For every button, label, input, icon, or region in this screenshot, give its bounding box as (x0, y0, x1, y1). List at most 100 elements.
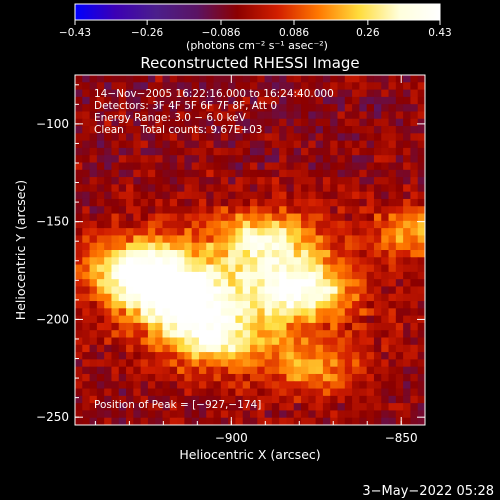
heatmap-cell (206, 257, 215, 266)
heatmap-cell (242, 410, 251, 419)
heatmap-cell (250, 169, 258, 178)
heatmap-cell (315, 366, 324, 375)
heatmap-cell (308, 220, 317, 229)
heatmap-cell (352, 257, 360, 266)
heatmap-cell (301, 293, 309, 302)
heatmap-cell (257, 162, 266, 171)
heatmap-cell (220, 315, 229, 324)
heatmap-cell (352, 264, 360, 273)
heatmap-cell (133, 126, 142, 134)
heatmap-cell (352, 395, 360, 404)
heatmap-cell (330, 359, 339, 368)
heatmap-cell (322, 235, 331, 244)
heatmap-cell (126, 344, 134, 353)
heatmap-cell (264, 213, 273, 222)
heatmap-cell (373, 133, 382, 142)
heatmap-cell (373, 286, 382, 295)
heatmap-cell (322, 279, 331, 288)
heatmap-cell (279, 359, 288, 368)
heatmap-cell (111, 366, 120, 375)
heatmap-cell (162, 191, 171, 200)
heatmap-cell (366, 89, 375, 98)
heatmap-cell (147, 104, 156, 113)
heatmap-cell (286, 184, 295, 193)
heatmap-cell (140, 293, 149, 302)
heatmap-cell (264, 118, 273, 127)
heatmap-cell (147, 184, 156, 193)
heatmap-cell (96, 111, 105, 120)
heatmap-cell (250, 344, 258, 353)
heatmap-cell (104, 140, 113, 149)
colorbar-tick-label: −0.086 (202, 27, 241, 39)
heatmap-cell (417, 322, 425, 331)
heatmap-cell (264, 257, 273, 266)
heatmap-cell (133, 315, 142, 324)
heatmap-cell (366, 381, 375, 390)
heatmap-cell (242, 279, 251, 288)
heatmap-cell (308, 293, 317, 302)
heatmap-cell (301, 337, 309, 346)
heatmap-cell (293, 133, 302, 142)
heatmap-cell (337, 330, 346, 339)
heatmap-cell (155, 213, 164, 222)
heatmap-cell (96, 271, 105, 280)
heatmap-cell (352, 308, 360, 317)
heatmap-cell (330, 133, 339, 142)
heatmap-cell (381, 352, 390, 360)
heatmap-cell (373, 184, 382, 193)
heatmap-cell (89, 352, 98, 360)
heatmap-cell (250, 191, 258, 200)
heatmap-cell (257, 264, 266, 273)
heatmap-cell (366, 191, 375, 200)
heatmap-cell (126, 322, 134, 331)
heatmap-cell (264, 330, 273, 339)
heatmap-cell (111, 147, 120, 156)
heatmap-cell (410, 104, 419, 113)
heatmap-cell (264, 162, 273, 171)
heatmap-cell (75, 308, 83, 317)
heatmap-cell (352, 271, 360, 280)
heatmap-cell (403, 126, 412, 134)
heatmap-cell (140, 352, 149, 360)
heatmap-cell (352, 322, 360, 331)
heatmap-cell (308, 155, 317, 164)
heatmap-cell (344, 111, 353, 120)
heatmap-cell (191, 403, 200, 412)
heatmap-cell (257, 279, 266, 288)
colorbar (74, 3, 441, 21)
heatmap-cell (395, 82, 404, 91)
heatmap-cell (257, 213, 266, 222)
heatmap-cell (96, 308, 105, 317)
heatmap-cell (381, 140, 390, 149)
heatmap-cell (104, 330, 113, 339)
heatmap-cell (75, 330, 83, 339)
heatmap-cell (133, 89, 142, 98)
heatmap-cell (177, 301, 185, 309)
heatmap-cell (111, 250, 120, 258)
heatmap-cell (337, 75, 346, 83)
heatmap-cell (279, 155, 288, 164)
heatmap-cell (250, 279, 258, 288)
heatmap-cell (279, 257, 288, 266)
heatmap-cell (417, 366, 425, 375)
heatmap-cell (198, 308, 207, 317)
heatmap-cell (359, 257, 368, 266)
heatmap-cell (330, 177, 339, 185)
heatmap-cell (403, 250, 412, 258)
heatmap-cell (388, 271, 397, 280)
heatmap-cell (147, 388, 156, 397)
heatmap-cell (228, 417, 237, 425)
heatmap-cell (308, 352, 317, 360)
heatmap-cell (147, 198, 156, 207)
heatmap-cell (111, 286, 120, 295)
heatmap-cell (213, 198, 222, 207)
heatmap-cell (118, 96, 127, 105)
heatmap-cell (264, 75, 273, 83)
heatmap-cell (337, 293, 346, 302)
heatmap-cell (220, 133, 229, 142)
heatmap-cell (184, 104, 193, 113)
heatmap-cell (118, 177, 127, 185)
heatmap-cell (140, 198, 149, 207)
heatmap-cell (344, 286, 353, 295)
heatmap-cell (352, 82, 360, 91)
